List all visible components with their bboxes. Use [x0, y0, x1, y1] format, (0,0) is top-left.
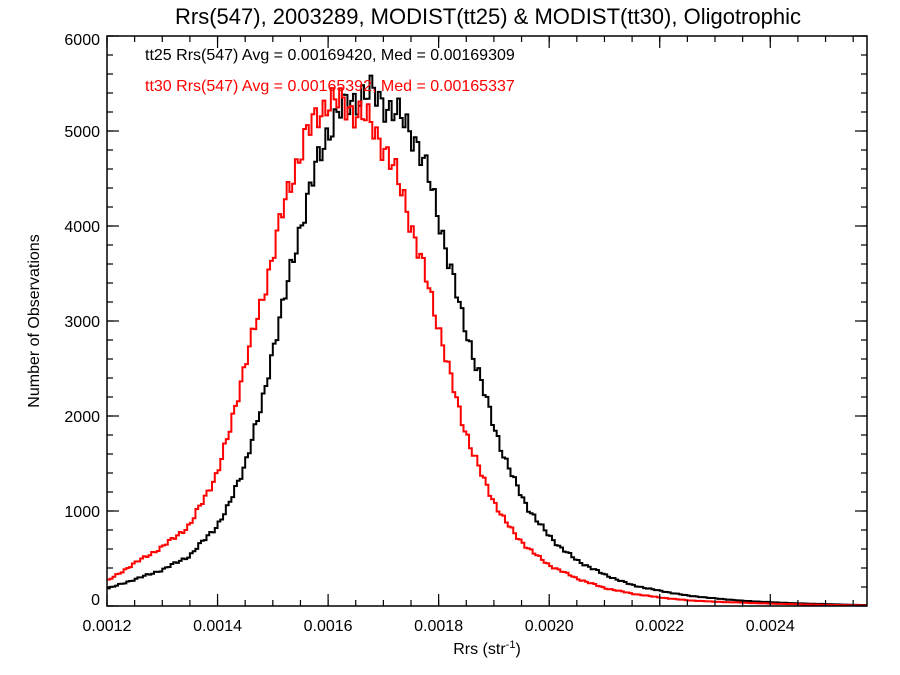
y-axis-label: Number of Observations	[26, 234, 43, 407]
series-line-tt25	[107, 74, 867, 607]
plot-frame	[106, 35, 868, 607]
chart-title: Rrs(547), 2003289, MODIST(tt25) & MODIST…	[175, 4, 801, 29]
series-line-tt30	[107, 87, 867, 607]
x-tick-label: 0.0012	[83, 618, 132, 635]
y-tick-label: 5000	[64, 124, 100, 141]
x-tick-label: 0.0016	[304, 618, 353, 635]
x-tick-label: 0.0024	[746, 618, 795, 635]
y-tick-label: 4000	[64, 219, 100, 236]
x-tick-label: 0.0014	[193, 618, 242, 635]
x-axis-label: Rrs (str-1)	[453, 639, 521, 658]
annotation-tt25: tt25 Rrs(547) Avg = 0.00169420, Med = 0.…	[145, 47, 515, 64]
tick-layer	[106, 35, 867, 607]
x-tick-label: 0.0022	[635, 618, 684, 635]
y-tick-label: 0	[91, 592, 100, 609]
y-tick-label: 3000	[64, 314, 100, 331]
x-axis-label-superscript: -1	[506, 639, 516, 651]
x-axis-label-main: Rrs (str	[453, 641, 506, 658]
y-tick-label: 6000	[64, 32, 100, 49]
tick-label-layer: 0.0012 0.0014 0.0016 0.0018 0.0020 0.0022 0.00…	[64, 32, 794, 635]
y-tick-label: 2000	[64, 409, 100, 426]
x-tick-label: 0.0020	[525, 618, 574, 635]
annotation-tt30: tt30 Rrs(547) Avg = 0.00165392, Med = 0.…	[145, 78, 515, 95]
series-layer	[107, 74, 867, 607]
x-axis-label-tail: )	[515, 641, 520, 658]
y-tick-label: 1000	[64, 504, 100, 521]
x-tick-label: 0.0018	[414, 618, 463, 635]
